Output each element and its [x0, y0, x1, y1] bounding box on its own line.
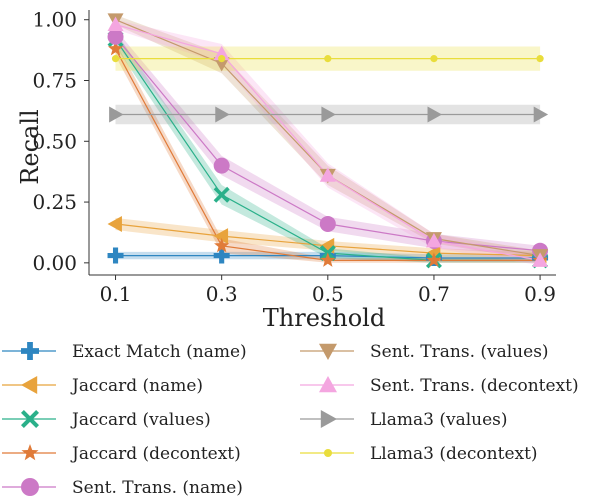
point-sent-trans-name-0 — [107, 28, 124, 45]
legend-item-llama3-values: Llama3 (values) — [300, 410, 508, 430]
y-tick-label: 0.25 — [32, 190, 77, 214]
y-tick-label: 1.00 — [32, 8, 77, 32]
y-axis-title: Recall — [16, 109, 44, 184]
point-sent-trans-decontext-4 — [532, 252, 549, 267]
legend-label: Sent. Trans. (values) — [370, 342, 549, 362]
point-llama3-values-1 — [215, 106, 230, 123]
y-tick-label: 0.50 — [32, 129, 77, 153]
legend-marker — [21, 342, 39, 360]
x-tick-label: 0.7 — [418, 282, 450, 306]
legend-label: Exact Match (name) — [72, 342, 247, 362]
legend-label: Jaccard (values) — [70, 410, 211, 430]
legend-marker — [21, 444, 39, 461]
x-tick-label: 0.3 — [206, 282, 238, 306]
point-jaccard-values-1 — [213, 186, 230, 203]
legend-marker — [319, 376, 337, 393]
legend-item-jaccard-values: Jaccard (values) — [2, 410, 211, 430]
x-tick-label: 0.9 — [524, 282, 556, 306]
point-sent-trans-name-2 — [319, 215, 336, 232]
legend-label: Sent. Trans. (name) — [72, 478, 243, 498]
legend-marker — [21, 478, 39, 496]
point-jaccard-decontext-0 — [107, 40, 124, 56]
legend-item-jaccard-decontext: Jaccard (decontext) — [2, 444, 241, 464]
y-tick-label: 0.00 — [32, 251, 77, 275]
point-llama3-decontext-2 — [324, 55, 332, 63]
legend-item-llama3-decontext: Llama3 (decontext) — [300, 444, 538, 464]
point-sent-trans-decontext-0 — [107, 16, 124, 31]
y-tick-label: 0.75 — [32, 69, 77, 93]
band-sent-trans-values — [115, 14, 541, 261]
point-exact-match-name-1 — [213, 247, 230, 264]
point-llama3-values-3 — [427, 106, 442, 123]
x-tick-label: 0.1 — [100, 282, 132, 306]
point-jaccard-decontext-3 — [426, 252, 442, 267]
legend-label: Sent. Trans. (decontext) — [370, 376, 579, 396]
legend-item-jaccard-name: Jaccard (name) — [2, 376, 203, 396]
point-sent-trans-name-1 — [213, 157, 230, 174]
point-llama3-values-2 — [321, 106, 336, 123]
legend-marker — [323, 448, 333, 458]
axes — [88, 10, 556, 276]
point-llama3-values-4 — [533, 106, 549, 123]
series-markers — [107, 13, 549, 269]
point-jaccard-name-1 — [213, 228, 229, 245]
legend-marker — [320, 410, 337, 428]
legend-marker — [21, 410, 39, 428]
point-llama3-decontext-1 — [218, 55, 226, 63]
legend-item-sent-trans-name: Sent. Trans. (name) — [2, 478, 243, 498]
point-sent-trans-decontext-3 — [425, 232, 442, 248]
y-ticks: 0.00 0.25 0.50 0.75 1.00 — [32, 8, 89, 275]
point-jaccard-decontext-2 — [320, 252, 336, 267]
point-jaccard-decontext-1 — [214, 237, 230, 253]
point-llama3-decontext-4 — [536, 55, 544, 63]
legend-marker — [21, 376, 38, 394]
x-axis-title: Threshold — [263, 304, 385, 332]
x-ticks: 0.1 0.3 0.5 0.7 0.9 — [100, 275, 556, 306]
point-llama3-decontext-3 — [430, 55, 438, 63]
point-jaccard-name-0 — [107, 215, 122, 232]
legend-label: Llama3 (values) — [370, 410, 508, 430]
point-sent-trans-values-1 — [213, 57, 230, 72]
legend: Exact Match (name) Jaccard (name) Jaccard … — [2, 342, 579, 498]
legend-label: Jaccard (name) — [70, 376, 203, 396]
legend-label: Jaccard (decontext) — [70, 444, 241, 464]
legend-item-sent-trans-values: Sent. Trans. (values) — [300, 342, 549, 362]
point-sent-trans-decontext-1 — [213, 45, 230, 61]
legend-item-sent-trans-decontext: Sent. Trans. (decontext) — [300, 376, 579, 396]
band-sent-trans-name — [115, 29, 541, 256]
legend-label: Llama3 (decontext) — [370, 444, 538, 464]
legend-item-exact-match-name: Exact Match (name) — [2, 342, 247, 362]
point-llama3-decontext-0 — [111, 55, 120, 63]
point-llama3-values-0 — [109, 106, 124, 123]
point-exact-match-name-0 — [107, 247, 124, 264]
point-sent-trans-decontext-2 — [319, 167, 336, 182]
x-tick-label: 0.5 — [312, 282, 344, 306]
legend-marker — [319, 343, 337, 360]
